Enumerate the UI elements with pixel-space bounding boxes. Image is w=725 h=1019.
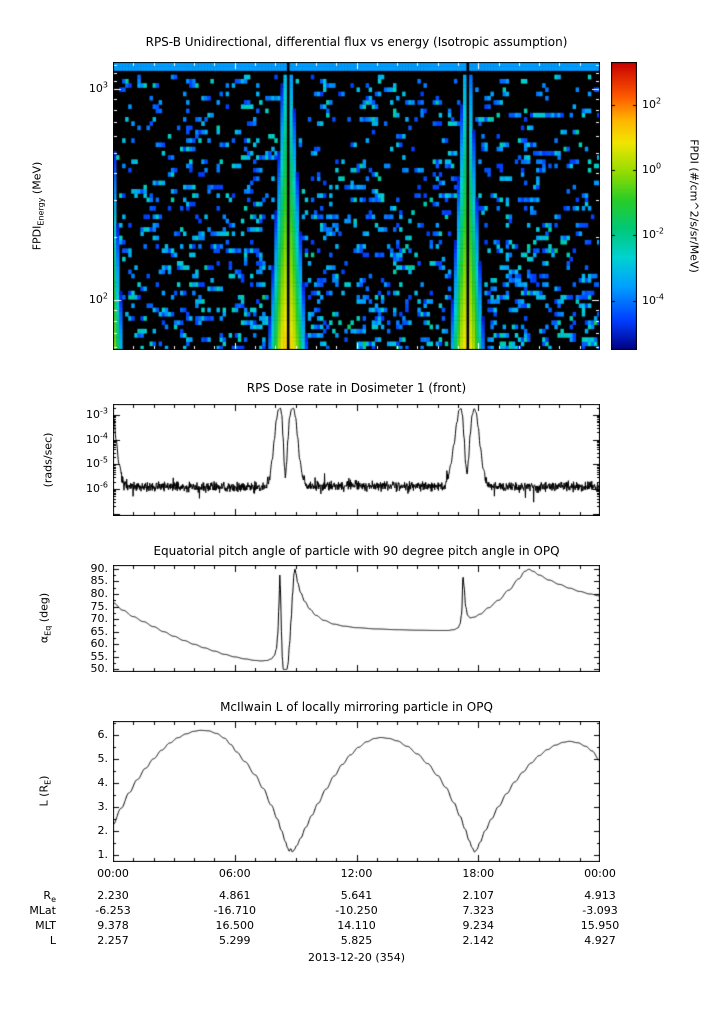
- l-y-axis-label: L (RE): [37, 775, 53, 807]
- energy-tick-label: 102: [88, 291, 108, 307]
- ephemeris-value: 2.257: [97, 934, 129, 947]
- flux-spectrogram-heatmap: [113, 62, 600, 350]
- pitch-tick-label: 80.: [90, 586, 109, 600]
- pitch-tick-label: 65.: [90, 624, 109, 638]
- l-tick-label: 5.: [97, 752, 109, 766]
- l-tick-label: 3.: [97, 800, 109, 814]
- colorbar-tick-label: 10-2: [642, 226, 664, 241]
- x-tick-label: 18:00: [462, 867, 495, 880]
- pitch-y-axis-label: αEq (deg): [37, 592, 53, 644]
- pitch-tick-label: 75.: [90, 599, 109, 613]
- pitch-tick-label: 70.: [90, 612, 109, 626]
- ephemeris-value: 4.927: [584, 934, 616, 947]
- dose-tick-label: 10-3: [86, 406, 108, 422]
- ephemeris-value: 2.142: [462, 934, 495, 947]
- ephemeris-value: 16.500: [215, 919, 255, 932]
- ephemeris-value: 2.230: [97, 889, 129, 902]
- ephemeris-value: 15.950: [580, 919, 620, 932]
- x-tick-label: 06:00: [218, 867, 251, 880]
- ephemeris-value: 7.323: [462, 904, 495, 917]
- ephemeris-value: -3.093: [582, 904, 618, 917]
- l-tick-label: 2.: [97, 823, 109, 837]
- pitch-angle-plot: [113, 565, 600, 672]
- dose-tick-label: 10-6: [86, 480, 108, 495]
- dose-y-axis-label: (rads/sec): [41, 432, 55, 488]
- ephemeris-row-label-mlat: MLat: [29, 904, 56, 917]
- ephemeris-value: 5.641: [340, 889, 373, 902]
- pitch-tick-label: 50.: [90, 662, 109, 676]
- ephemeris-value: -6.253: [95, 904, 131, 917]
- energy-tick-label: 103: [88, 80, 108, 96]
- ephemeris-value: 2.107: [462, 889, 495, 902]
- spectrogram-title: RPS-B Unidirectional, differential flux …: [145, 35, 568, 49]
- mcilwain-l-title: McIlwain L of locally mirroring particle…: [220, 700, 493, 714]
- l-tick-label: 4.: [97, 776, 109, 790]
- ephemeris-value: 5.825: [340, 934, 373, 947]
- colorbar-tick-label: 100: [642, 161, 662, 176]
- ephemeris-value: 9.378: [97, 919, 129, 932]
- dose-tick-label: 10-4: [86, 431, 108, 446]
- l-tick-label: 1.: [97, 847, 109, 861]
- pitch-tick-label: 85.: [90, 574, 109, 588]
- date-label: 2013-12-20 (354): [307, 951, 405, 964]
- x-tick-label: 00:00: [584, 867, 616, 880]
- l-tick-label: 6.: [97, 728, 109, 742]
- colorbar-tick-label: 102: [642, 96, 662, 111]
- ephemeris-row-label-re: Re: [43, 889, 56, 905]
- dose-tick-label: 10-5: [86, 455, 108, 471]
- dose-rate-title: RPS Dose rate in Dosimeter 1 (front): [246, 381, 467, 395]
- x-tick-label: 00:00: [97, 867, 129, 880]
- spectrogram-y-axis-label: FPDIEnergy (MeV): [30, 161, 46, 251]
- ephemeris-value: 14.110: [337, 919, 376, 932]
- mcilwain-l-plot: [113, 721, 600, 862]
- ephemeris-value: -16.710: [213, 904, 256, 917]
- ephemeris-value: 4.913: [584, 889, 616, 902]
- ephemeris-value: 4.861: [219, 889, 251, 902]
- ephemeris-value: 5.299: [219, 934, 251, 947]
- pitch-tick-label: 60.: [90, 637, 109, 651]
- x-tick-label: 12:00: [340, 867, 373, 880]
- pitch-tick-label: 90.: [90, 561, 109, 575]
- pitch-angle-title: Equatorial pitch angle of particle with …: [153, 544, 560, 558]
- ephemeris-value: -10.250: [335, 904, 378, 917]
- ephemeris-row-label-l: L: [49, 934, 56, 947]
- flux-colorbar: [611, 62, 637, 350]
- ephemeris-row-label-mlt: MLT: [35, 919, 56, 932]
- colorbar-tick-label: 10-4: [642, 292, 664, 307]
- pitch-tick-label: 55.: [90, 649, 109, 663]
- colorbar-axis-label: FPDI (#/cm^2/s/sr/MeV): [687, 139, 701, 273]
- dose-rate-plot: [113, 404, 600, 516]
- ephemeris-value: 9.234: [462, 919, 495, 932]
